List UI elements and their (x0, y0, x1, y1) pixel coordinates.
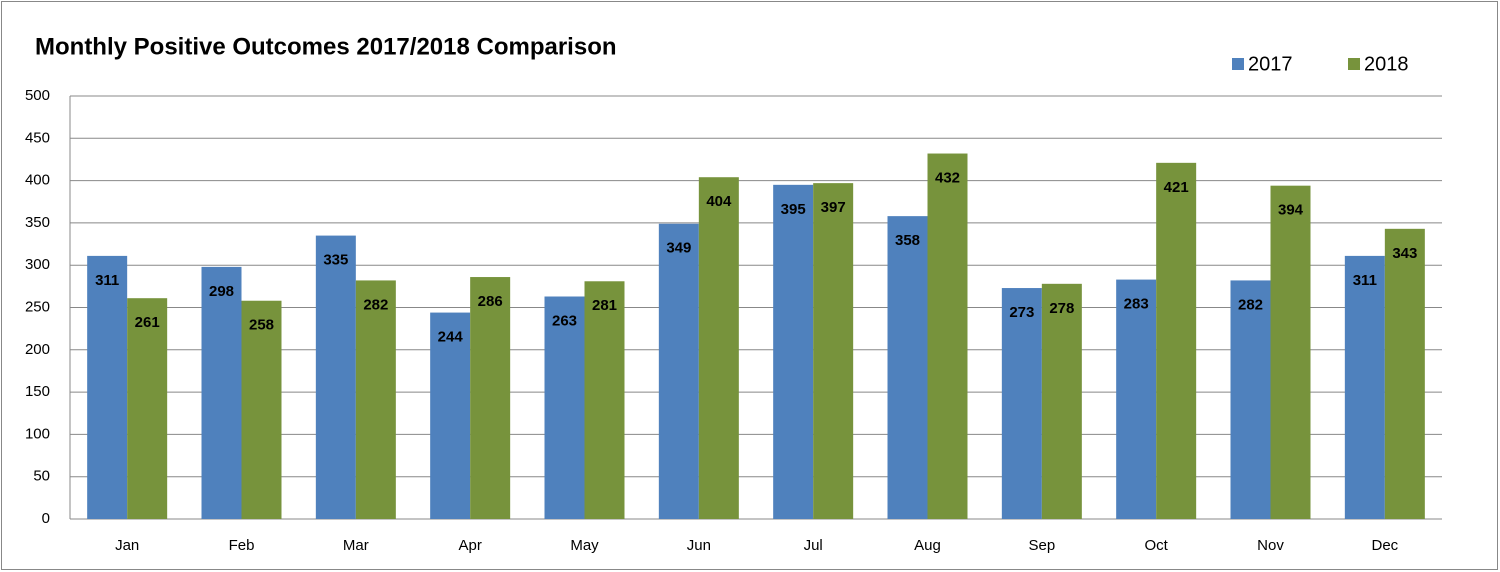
bar (773, 184, 814, 519)
value-label: 282 (1238, 296, 1263, 313)
bar (1344, 255, 1385, 520)
value-label: 278 (1049, 300, 1074, 317)
value-label: 335 (323, 252, 348, 269)
bar (1001, 288, 1042, 519)
value-label: 261 (135, 314, 160, 331)
legend-swatch (1348, 58, 1360, 70)
x-tick-label: Jul (804, 537, 823, 554)
bar (430, 312, 471, 519)
value-label: 283 (1124, 296, 1149, 313)
x-tick-label: Jan (115, 537, 139, 554)
value-label: 421 (1164, 179, 1189, 196)
value-label: 343 (1392, 245, 1417, 262)
y-tick-label: 450 (25, 129, 50, 146)
value-label: 397 (821, 199, 846, 216)
bar (813, 183, 854, 519)
bar (1230, 280, 1271, 519)
value-label: 395 (781, 201, 806, 218)
bar (887, 216, 928, 519)
y-tick-label: 150 (25, 383, 50, 400)
bar (698, 177, 739, 519)
y-tick-label: 250 (25, 298, 50, 315)
x-tick-label: Aug (914, 537, 941, 554)
value-label: 263 (552, 312, 577, 329)
bar (1116, 279, 1157, 519)
chart-title: Monthly Positive Outcomes 2017/2018 Comp… (35, 33, 617, 60)
y-tick-label: 500 (25, 87, 50, 104)
value-label: 311 (95, 272, 119, 289)
value-label: 286 (478, 293, 503, 310)
bar (544, 296, 585, 519)
value-label: 349 (666, 240, 691, 257)
x-tick-label: Oct (1144, 537, 1168, 554)
value-label: 432 (935, 169, 960, 186)
y-tick-label: 50 (33, 468, 50, 485)
bar (1156, 162, 1197, 520)
legend-label: 2018 (1364, 53, 1409, 75)
x-tick-label: Jun (687, 537, 711, 554)
bar (1041, 283, 1082, 519)
bar (127, 298, 168, 519)
value-label: 298 (209, 283, 234, 300)
bar (1270, 185, 1311, 519)
value-label: 281 (592, 297, 617, 314)
value-label: 358 (895, 232, 920, 249)
y-tick-label: 100 (25, 425, 50, 442)
x-tick-label: Dec (1371, 537, 1398, 554)
y-tick-label: 200 (25, 341, 50, 358)
y-tick-label: 0 (42, 510, 50, 527)
value-label: 311 (1353, 272, 1377, 289)
bar (658, 223, 699, 519)
y-tick-label: 350 (25, 214, 50, 231)
value-label: 282 (363, 296, 388, 313)
x-tick-label: Feb (229, 537, 255, 554)
bar (315, 235, 356, 519)
legend-swatch (1232, 58, 1244, 70)
bar (87, 255, 128, 520)
y-tick-label: 400 (25, 172, 50, 189)
bar (470, 277, 511, 519)
value-label: 404 (706, 193, 732, 210)
y-tick-label: 300 (25, 256, 50, 273)
value-label: 258 (249, 317, 274, 334)
bar (201, 266, 242, 519)
x-tick-label: Apr (458, 537, 481, 554)
x-tick-label: May (570, 537, 599, 554)
x-tick-label: Mar (343, 537, 369, 554)
x-tick-label: Nov (1257, 537, 1284, 554)
bar (584, 281, 625, 519)
bar (927, 153, 968, 519)
bar (355, 280, 396, 519)
value-label: 394 (1278, 202, 1304, 219)
x-tick-label: Sep (1028, 537, 1055, 554)
bar (1384, 228, 1425, 519)
bar (241, 300, 282, 519)
value-label: 244 (438, 329, 464, 346)
legend-label: 2017 (1248, 53, 1293, 75)
value-label: 273 (1009, 304, 1034, 321)
